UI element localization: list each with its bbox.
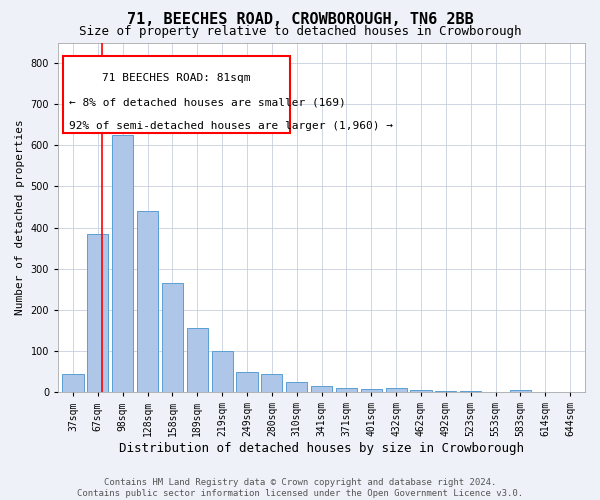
X-axis label: Distribution of detached houses by size in Crowborough: Distribution of detached houses by size … <box>119 442 524 455</box>
Bar <box>112 135 133 392</box>
Bar <box>311 386 332 392</box>
Bar <box>162 283 183 392</box>
Bar <box>410 390 431 392</box>
Bar <box>336 388 357 392</box>
Bar <box>261 374 283 392</box>
Bar <box>87 234 109 392</box>
Bar <box>137 211 158 392</box>
Text: Contains HM Land Registry data © Crown copyright and database right 2024.
Contai: Contains HM Land Registry data © Crown c… <box>77 478 523 498</box>
Text: ← 8% of detached houses are smaller (169): ← 8% of detached houses are smaller (169… <box>68 98 346 108</box>
Bar <box>386 388 407 392</box>
Bar <box>62 374 83 392</box>
Text: 71, BEECHES ROAD, CROWBOROUGH, TN6 2BB: 71, BEECHES ROAD, CROWBOROUGH, TN6 2BB <box>127 12 473 28</box>
Bar <box>64 56 290 134</box>
Y-axis label: Number of detached properties: Number of detached properties <box>15 120 25 315</box>
Bar <box>286 382 307 392</box>
Bar <box>435 390 457 392</box>
Bar <box>212 351 233 392</box>
Bar <box>510 390 531 392</box>
Text: 71 BEECHES ROAD: 81sqm: 71 BEECHES ROAD: 81sqm <box>103 73 251 83</box>
Bar <box>187 328 208 392</box>
Bar <box>236 372 257 392</box>
Bar <box>361 389 382 392</box>
Text: 92% of semi-detached houses are larger (1,960) →: 92% of semi-detached houses are larger (… <box>68 120 392 130</box>
Text: Size of property relative to detached houses in Crowborough: Size of property relative to detached ho… <box>79 25 521 38</box>
